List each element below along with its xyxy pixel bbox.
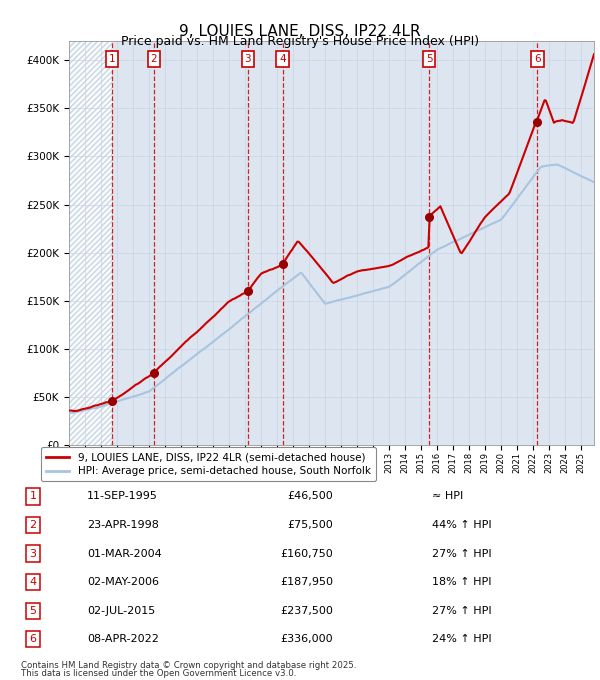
Legend: 9, LOUIES LANE, DISS, IP22 4LR (semi-detached house), HPI: Average price, semi-d: 9, LOUIES LANE, DISS, IP22 4LR (semi-det… (41, 447, 376, 481)
Text: £75,500: £75,500 (287, 520, 333, 530)
Text: 2: 2 (151, 54, 157, 64)
Text: Contains HM Land Registry data © Crown copyright and database right 2025.: Contains HM Land Registry data © Crown c… (21, 660, 356, 670)
Text: 6: 6 (534, 54, 541, 64)
Text: 02-JUL-2015: 02-JUL-2015 (87, 606, 155, 615)
Text: 18% ↑ HPI: 18% ↑ HPI (432, 577, 491, 587)
Text: £237,500: £237,500 (280, 606, 333, 615)
Text: 23-APR-1998: 23-APR-1998 (87, 520, 159, 530)
Text: £46,500: £46,500 (287, 492, 333, 501)
Text: 08-APR-2022: 08-APR-2022 (87, 634, 159, 644)
Text: 5: 5 (29, 606, 37, 615)
Text: 2: 2 (29, 520, 37, 530)
Text: 3: 3 (29, 549, 37, 558)
Text: £187,950: £187,950 (280, 577, 333, 587)
Text: Price paid vs. HM Land Registry's House Price Index (HPI): Price paid vs. HM Land Registry's House … (121, 35, 479, 48)
Text: 44% ↑ HPI: 44% ↑ HPI (432, 520, 491, 530)
Text: 1: 1 (109, 54, 115, 64)
Text: 01-MAR-2004: 01-MAR-2004 (87, 549, 162, 558)
Text: 4: 4 (29, 577, 37, 587)
Text: 1: 1 (29, 492, 37, 501)
Text: 24% ↑ HPI: 24% ↑ HPI (432, 634, 491, 644)
Text: This data is licensed under the Open Government Licence v3.0.: This data is licensed under the Open Gov… (21, 668, 296, 678)
Text: 02-MAY-2006: 02-MAY-2006 (87, 577, 159, 587)
Bar (69, 41, 112, 445)
Text: 27% ↑ HPI: 27% ↑ HPI (432, 606, 491, 615)
Text: 11-SEP-1995: 11-SEP-1995 (87, 492, 158, 501)
Text: 6: 6 (29, 634, 37, 644)
Text: ≈ HPI: ≈ HPI (432, 492, 463, 501)
Text: £336,000: £336,000 (280, 634, 333, 644)
Text: £160,750: £160,750 (280, 549, 333, 558)
Text: 3: 3 (244, 54, 251, 64)
Text: 9, LOUIES LANE, DISS, IP22 4LR: 9, LOUIES LANE, DISS, IP22 4LR (179, 24, 421, 39)
Text: 5: 5 (426, 54, 433, 64)
Text: 27% ↑ HPI: 27% ↑ HPI (432, 549, 491, 558)
Text: 4: 4 (279, 54, 286, 64)
